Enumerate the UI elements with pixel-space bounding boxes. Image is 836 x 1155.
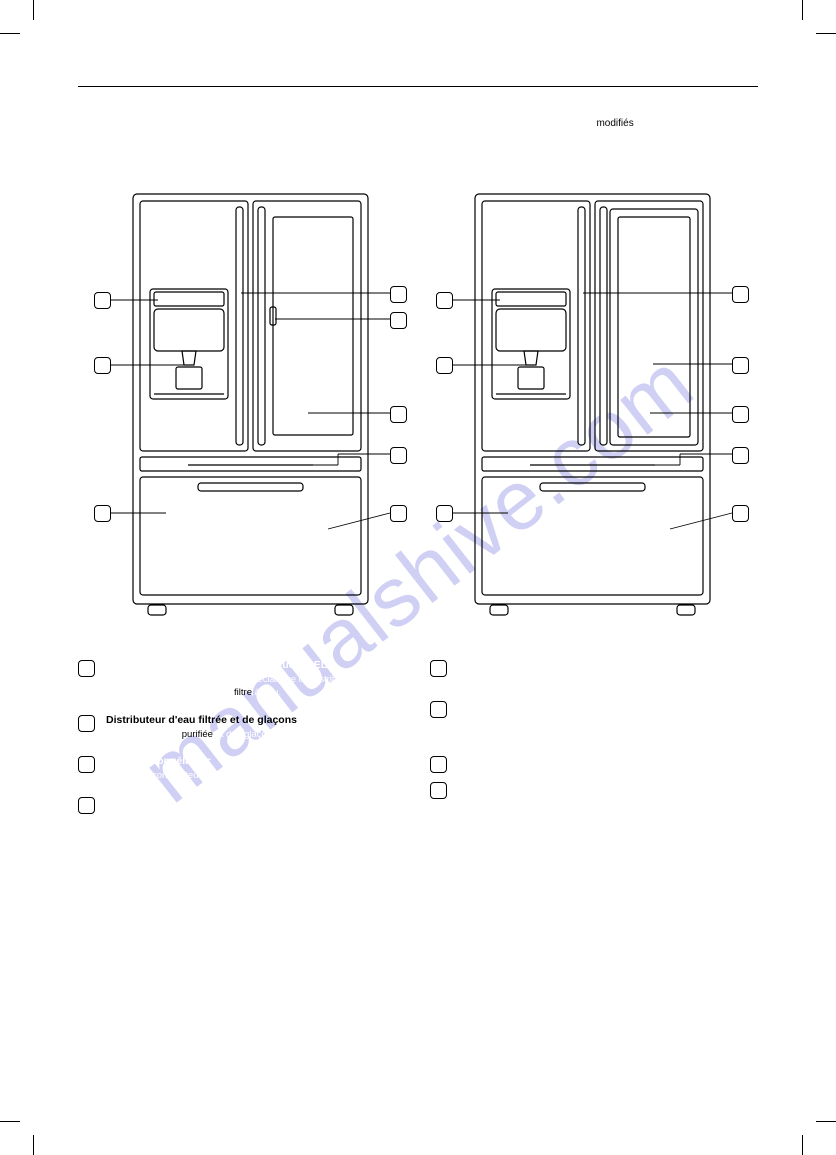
crop-mark [816,33,836,34]
callout-8: 8 [390,447,407,464]
legend-num: 8 [430,782,447,799]
page-content: APERÇU DU PRODUIT Les images de ce guide… [78,44,758,837]
legend-num: 1 [78,660,95,677]
crop-mark [802,1135,803,1155]
callout-6: 6 [732,357,749,374]
callout-2: 2 [436,357,453,374]
callout-2: 2 [94,357,111,374]
legend-desc: Distribue de l'eau purifiée et des glaço… [106,728,406,741]
legend-item-7: 7Portes du réfrigérateur [430,755,758,767]
legend-num: 5 [430,660,447,677]
legend-item-1: 1 Panneau de commandes électronique à DEL… [78,659,406,700]
legend-title: Panneau de commandes électronique à DEL [106,659,406,671]
intro-text: Les images de ce guide peuvent différer … [78,117,758,146]
crop-mark [33,1135,34,1155]
legend-title: Portes du réfrigérateur [458,755,758,767]
legend-title: Distributeur d'eau filtrée et de glaçons [106,714,406,726]
header-rule [78,86,758,87]
crop-mark [802,0,803,20]
callout-7: 7 [732,406,749,423]
crop-mark [0,1121,20,1122]
legend-item-2: 2 Distributeur d'eau filtrée et de glaçon… [78,714,406,741]
callout-7: 7 [390,406,407,423]
legend-item-3: 3 Tiroir du congélateur La section congéla… [78,755,406,782]
callout-9: 9 [390,505,407,522]
legend-num: 6 [430,701,447,718]
callout-4: 4 [732,286,749,303]
legend-title: Tiroir du congélateur [106,755,406,767]
crop-mark [816,1121,836,1122]
legend-desc: Utilisez-les pour ouvrir les portes du c… [106,810,406,823]
legend: 1 Panneau de commandes électronique à DEL… [78,659,758,837]
legend-title: Porte dans la porte (InstaView) [458,659,758,671]
legend-desc: Permet un accès facile aux articles fréq… [458,673,758,686]
note-text: Les dimensions de l'extérieur varient se… [78,164,758,175]
legend-title: Base / pieds de nivellement [458,781,758,793]
legend-desc: La section congélateur se tire vers l'ex… [106,769,406,782]
legend-num: 7 [430,756,447,773]
callout-3: 3 [436,505,453,522]
leader-lines [78,189,778,649]
legend-col-right: 5 Porte dans la porte (InstaView) Permet u… [430,659,758,837]
legend-item-4: 4 Poignées Utilisez-les pour ouvrir les po… [78,796,406,823]
legend-desc: Panneau en verre à travers lequel vous p… [458,714,758,741]
legend-item-6: 6 Panneau InstaView Panneau en verre à tra… [430,700,758,741]
callout-8: 8 [732,447,749,464]
callout-4: 4 [390,286,407,303]
legend-title: Poignées [106,796,406,808]
legend-num: 2 [78,715,95,732]
legend-num: 3 [78,756,95,773]
intro-pre: Les images de ce guide peuvent différer … [78,118,596,129]
crop-mark [33,0,34,20]
callout-1: 1 [94,292,111,309]
section-heading: APERÇU DU PRODUIT [78,44,758,60]
crop-mark [0,33,20,34]
callout-9: 9 [732,505,749,522]
legend-desc: Permet d'ajuster les températures, l'écl… [106,673,406,700]
legend-item-5: 5 Porte dans la porte (InstaView) Permet u… [430,659,758,686]
callout-1: 1 [436,292,453,309]
legend-title: Panneau InstaView [458,700,758,712]
legend-num: 4 [78,797,95,814]
intro-black: modifiés [596,118,633,129]
legend-item-8: 8Base / pieds de nivellement [430,781,758,793]
legend-col-left: 1 Panneau de commandes électronique à DEL… [78,659,406,837]
callout-5: 5 [390,312,407,329]
callout-3: 3 [94,505,111,522]
diagram-area: 1 2 3 4 5 7 8 9 1 2 3 4 6 7 8 9 [78,189,758,649]
